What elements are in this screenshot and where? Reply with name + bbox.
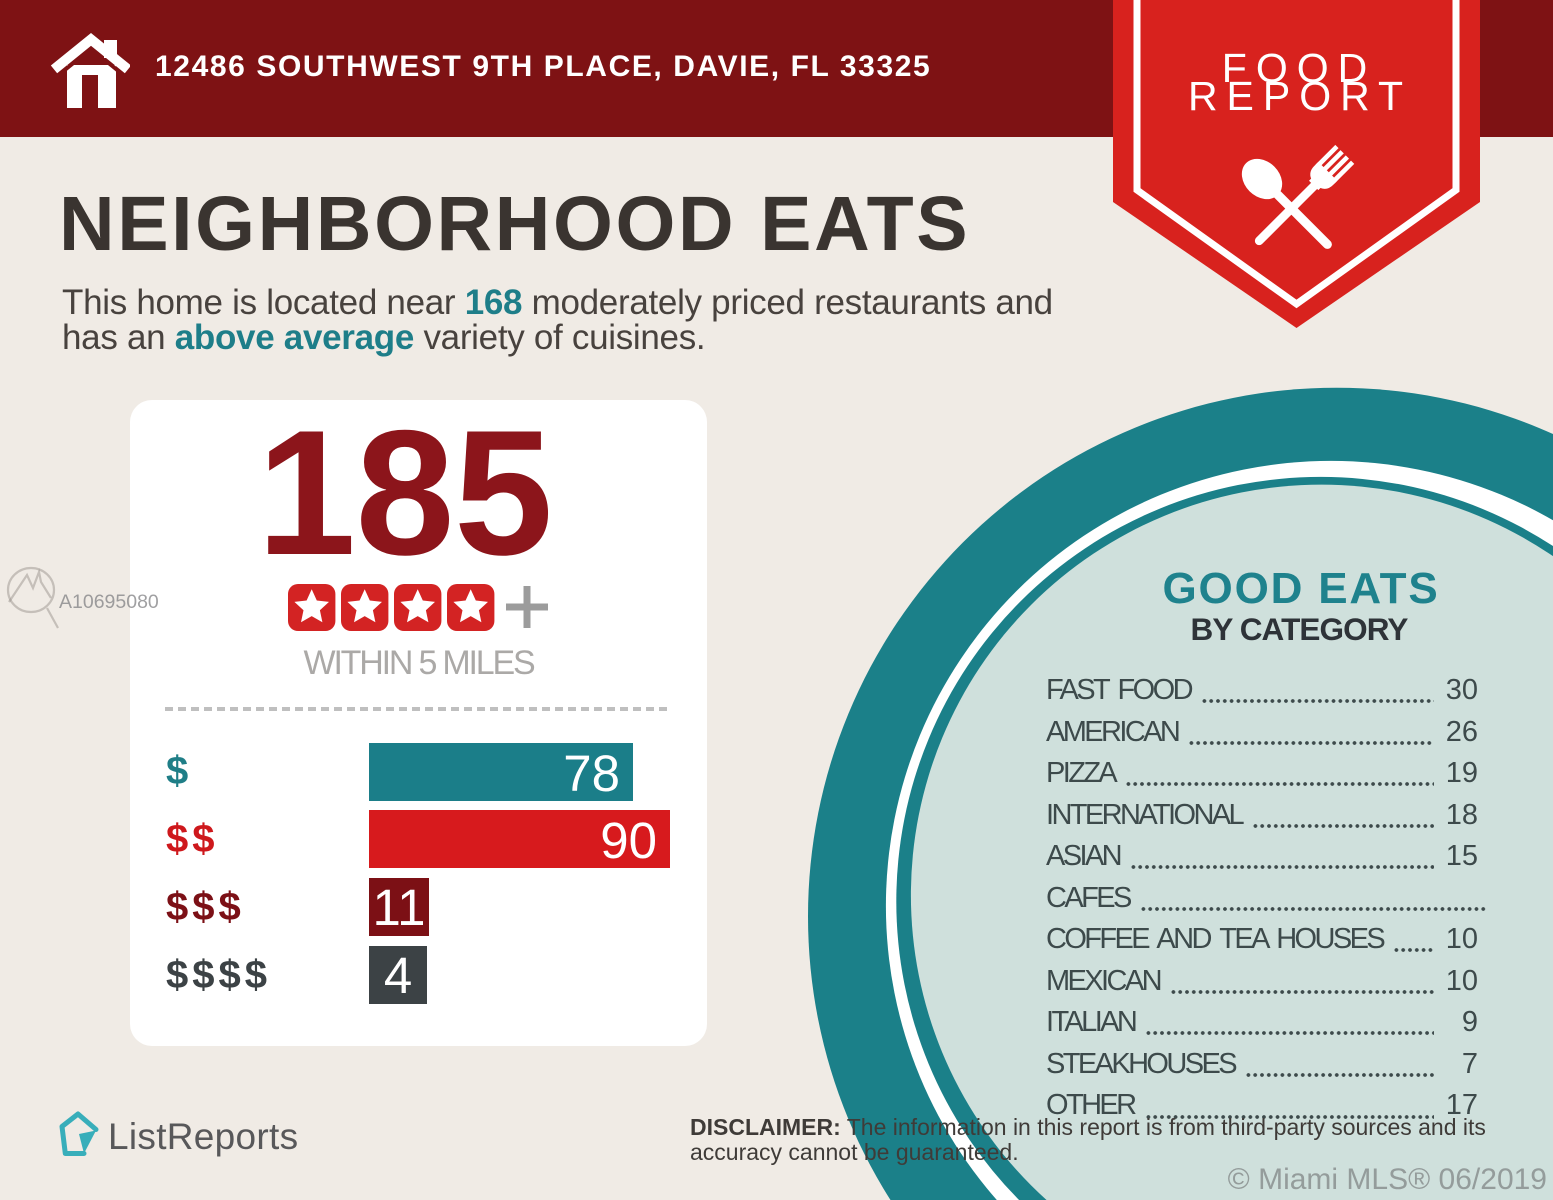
svg-text:REPORT: REPORT <box>1188 73 1412 119</box>
svg-text:FOOD: FOOD <box>1222 45 1376 91</box>
